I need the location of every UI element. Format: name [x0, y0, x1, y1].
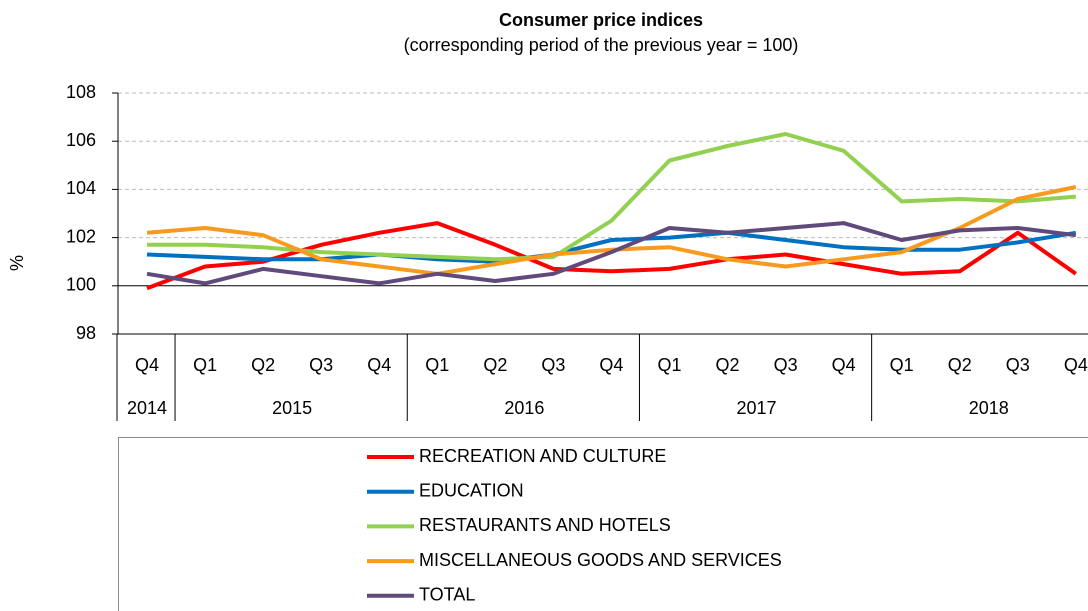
y-tick-label: 102: [66, 226, 96, 246]
x-group-label: 2016: [504, 398, 544, 418]
x-group-label: 2015: [272, 398, 312, 418]
y-tick-label: 98: [76, 323, 96, 343]
chart-subtitle: (corresponding period of the previous ye…: [404, 35, 799, 55]
x-tick-label: Q1: [193, 355, 217, 375]
x-tick-label: Q4: [367, 355, 391, 375]
x-group-label: 2014: [127, 398, 167, 418]
x-tick-label: Q3: [774, 355, 798, 375]
x-tick-label: Q3: [309, 355, 333, 375]
x-tick-label: Q2: [716, 355, 740, 375]
x-tick-label: Q4: [832, 355, 856, 375]
x-tick-label: Q4: [135, 355, 159, 375]
x-tick-label: Q1: [890, 355, 914, 375]
x-tick-label: Q3: [1006, 355, 1030, 375]
x-tick-label: Q2: [483, 355, 507, 375]
legend-label: EDUCATION: [419, 480, 524, 500]
x-tick-label: Q1: [425, 355, 449, 375]
chart-title: Consumer price indices: [499, 10, 703, 30]
series-line: [146, 230, 1077, 264]
legend-box: [118, 437, 1088, 611]
y-tick-label: 108: [66, 82, 96, 102]
x-tick-label: Q4: [1064, 355, 1088, 375]
x-group-label: 2017: [737, 398, 777, 418]
x-tick-label: Q2: [251, 355, 275, 375]
series-line: [146, 185, 1077, 276]
x-tick-label: Q4: [599, 355, 623, 375]
y-tick-label: 106: [66, 130, 96, 150]
legend-label: TOTAL: [419, 585, 475, 605]
y-tick-label: 104: [66, 178, 96, 198]
legend-label: RESTAURANTS AND HOTELS: [419, 515, 671, 535]
y-tick-label: 100: [66, 275, 96, 295]
x-tick-label: Q3: [541, 355, 565, 375]
y-axis-label: %: [7, 255, 27, 271]
legend-label: RECREATION AND CULTURE: [419, 446, 666, 466]
x-tick-label: Q1: [657, 355, 681, 375]
x-tick-label: Q2: [948, 355, 972, 375]
x-group-label: 2018: [969, 398, 1009, 418]
series-line: [146, 221, 1077, 286]
legend-label: MISCELLANEOUS GOODS AND SERVICES: [419, 550, 782, 570]
